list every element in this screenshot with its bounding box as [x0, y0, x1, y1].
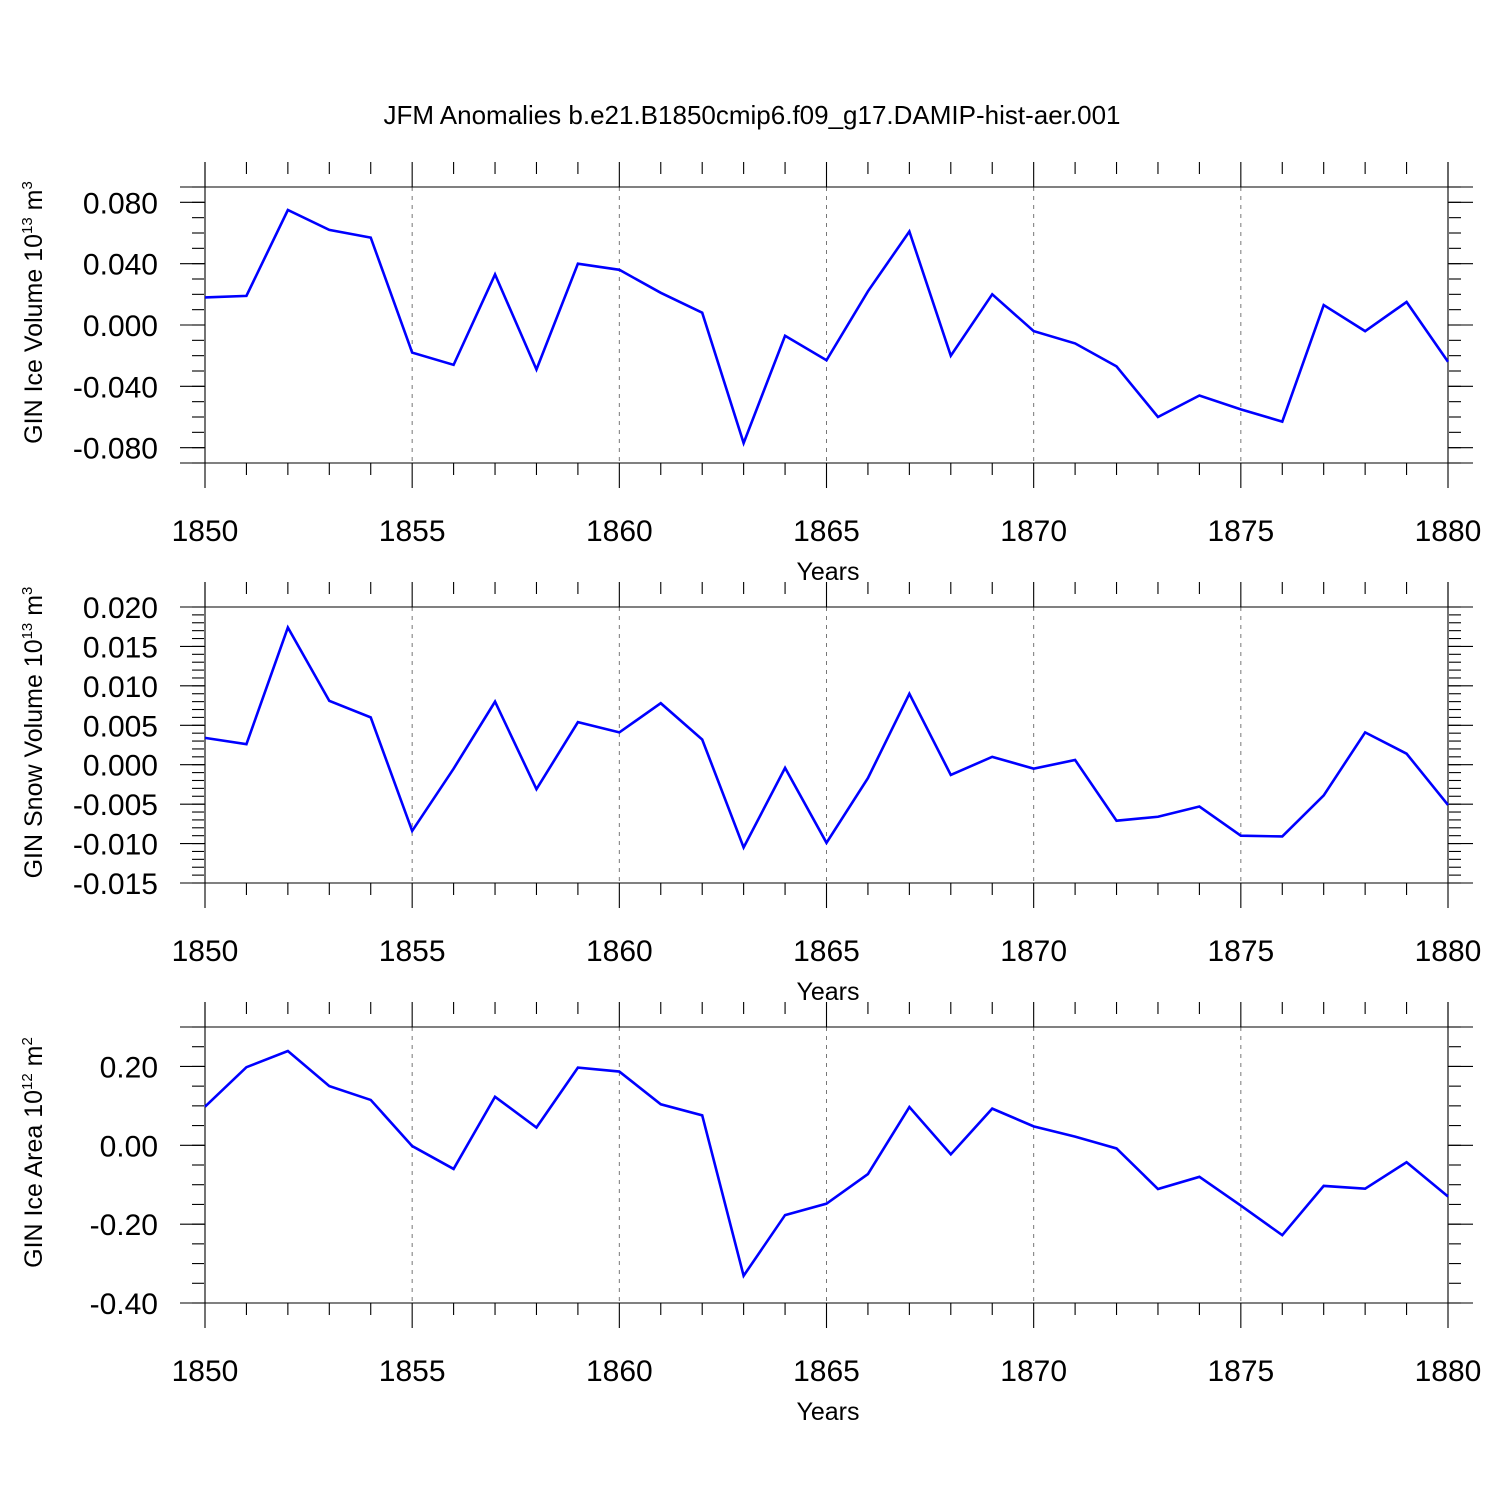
x-axis-label: Years [796, 978, 859, 1006]
y-tick-label: 0.010 [83, 671, 158, 704]
x-tick-label: 1875 [1207, 515, 1274, 548]
x-tick-label: 1850 [172, 935, 239, 968]
chart-title: JFM Anomalies b.e21.B1850cmip6.f09_g17.D… [383, 100, 1120, 130]
y-tick-label: -0.40 [90, 1288, 158, 1321]
y-tick-label: -0.005 [73, 789, 158, 822]
x-tick-label: 1880 [1415, 515, 1482, 548]
y-tick-label: -0.040 [73, 371, 158, 404]
x-axis-label: Years [796, 1398, 859, 1426]
x-axis-label: Years [796, 558, 859, 586]
x-tick-label: 1855 [379, 935, 446, 968]
y-tick-label: 0.20 [100, 1051, 158, 1084]
x-tick-label: 1850 [172, 1355, 239, 1388]
x-tick-label: 1870 [1000, 515, 1067, 548]
y-tick-label: 0.020 [83, 592, 158, 625]
x-tick-label: 1880 [1415, 935, 1482, 968]
panel-1: -0.080 -0.040 0.000 0.040 0.080 1850 1855 1860 1… [19, 162, 1481, 586]
x-tick-label: 1865 [793, 515, 860, 548]
x-tick-label: 1855 [379, 1355, 446, 1388]
y-axis-label: GIN Snow Volume 1013 m3 [19, 587, 48, 879]
y-tick-label: 0.080 [83, 187, 158, 220]
panel-3: -0.40 -0.20 0.00 0.20 1850 1855 1860 1865 1870 18… [19, 1002, 1481, 1426]
x-tick-label: 1865 [793, 935, 860, 968]
x-tick-label: 1855 [379, 515, 446, 548]
x-tick-label: 1865 [793, 1355, 860, 1388]
y-tick-label: 0.040 [83, 249, 158, 282]
x-tick-label: 1880 [1415, 1355, 1482, 1388]
y-tick-label: -0.015 [73, 868, 158, 901]
panel-2: -0.015 -0.010 -0.005 0.000 0.005 0.010 0.015 0.… [19, 582, 1481, 1006]
x-tick-label: 1870 [1000, 935, 1067, 968]
y-tick-label: 0.000 [83, 750, 158, 783]
series-line [204, 208, 1450, 447]
y-tick-label: 0.015 [83, 631, 158, 664]
x-tick-label: 1860 [586, 1355, 653, 1388]
x-tick-label: 1850 [172, 515, 239, 548]
y-tick-label: 0.000 [83, 310, 158, 343]
x-tick-label: 1870 [1000, 1355, 1067, 1388]
y-axis-label: GIN Ice Volume 1013 m3 [19, 181, 48, 444]
y-tick-label: -0.080 [73, 433, 158, 466]
y-tick-label: 0.005 [83, 710, 158, 743]
y-tick-label: 0.00 [100, 1130, 158, 1163]
y-tick-label: -0.20 [90, 1209, 158, 1242]
y-axis-label: GIN Ice Area 1012 m2 [19, 1037, 48, 1268]
y-tick-label: -0.010 [73, 829, 158, 862]
x-tick-label: 1860 [586, 515, 653, 548]
series-line [204, 624, 1450, 851]
x-tick-label: 1875 [1207, 935, 1274, 968]
x-tick-label: 1875 [1207, 1355, 1274, 1388]
series-line [204, 1049, 1449, 1279]
x-tick-label: 1860 [586, 935, 653, 968]
